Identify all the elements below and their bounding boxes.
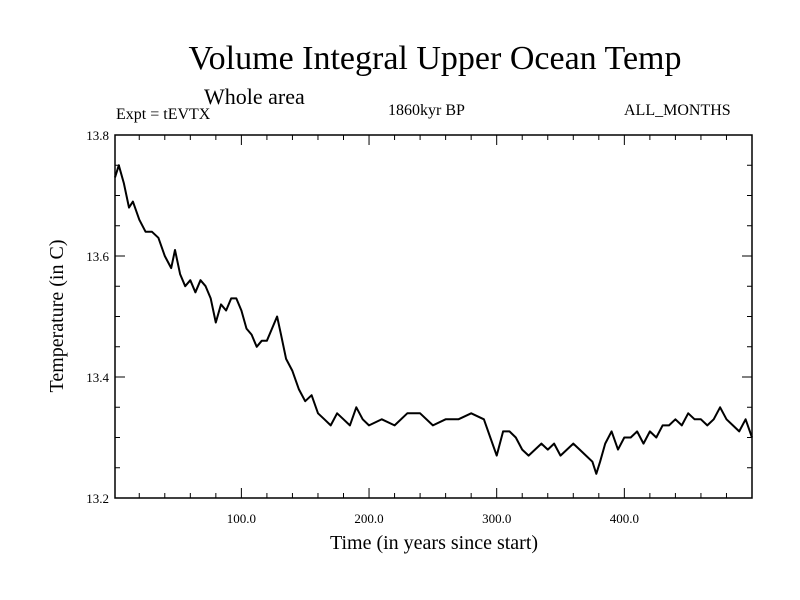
y-tick-label: 13.6 <box>86 249 109 264</box>
x-tick-label: 100.0 <box>227 511 256 526</box>
x-tick-label: 400.0 <box>610 511 639 526</box>
plot-frame <box>114 134 753 499</box>
y-axis-title: Temperature (in C) <box>46 240 68 393</box>
y-tick-label: 13.8 <box>86 128 109 143</box>
months-label: ALL_MONTHS <box>624 102 731 119</box>
chart-subtitle: Whole area <box>204 84 305 109</box>
y-tick-label: 13.4 <box>86 370 109 385</box>
y-tick-label: 13.2 <box>86 491 109 506</box>
tick-labels: 100.0 200.0 300.0 400.0 13.2 13.4 13.6 13.8 <box>86 128 639 526</box>
x-axis-title: Time (in years since start) <box>330 532 538 554</box>
series-line <box>114 164 753 475</box>
period-label: 1860kyr BP <box>388 102 465 119</box>
x-tick-label: 200.0 <box>354 511 383 526</box>
chart-title: Volume Integral Upper Ocean Temp <box>188 40 682 77</box>
experiment-label: Expt = tEVTX <box>116 106 211 123</box>
x-tick-label: 300.0 <box>482 511 511 526</box>
axis-ticks <box>115 135 752 498</box>
